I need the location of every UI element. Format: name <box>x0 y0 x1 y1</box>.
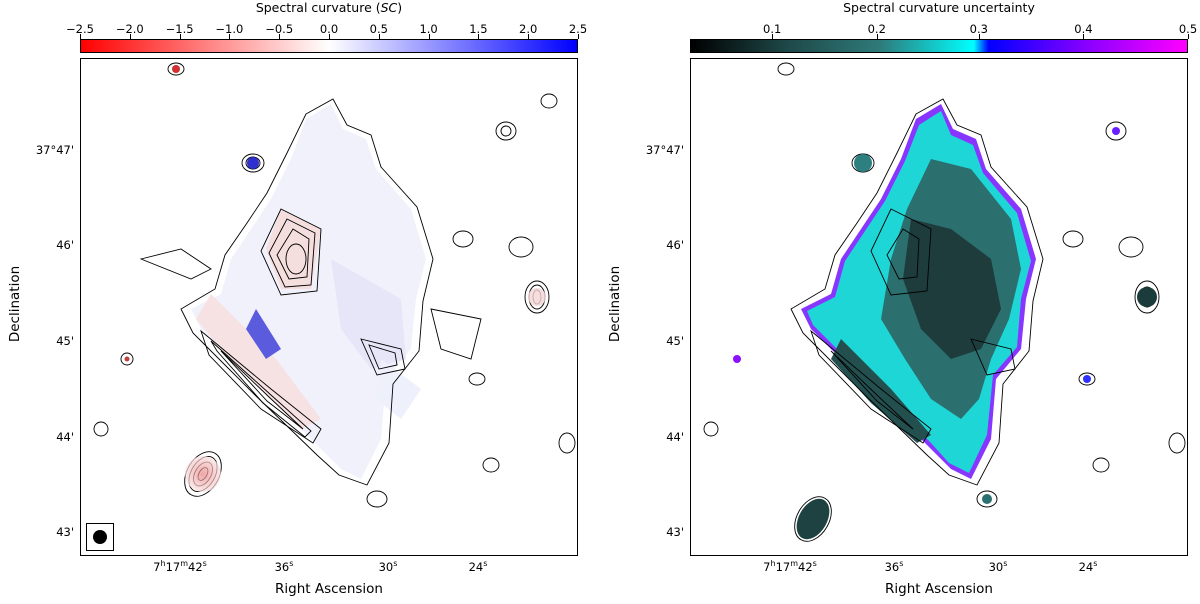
y-tick-label: 46' <box>666 238 684 252</box>
y-tick-label: 43' <box>666 525 684 539</box>
colorbar-tick-mark <box>578 34 579 39</box>
beam-ellipse <box>93 530 107 544</box>
x-tick-label: 36s <box>884 559 904 574</box>
y-tick-label: 44' <box>56 430 74 444</box>
map-frame <box>80 58 578 556</box>
colorbar-tick-label: 0.2 <box>867 22 886 36</box>
colorbar-tick-label: 2.0 <box>519 22 538 36</box>
colorbar-tick-mark <box>80 34 81 39</box>
colorbar-tick-mark <box>978 34 980 39</box>
colorbar <box>80 39 578 53</box>
beam-marker <box>86 523 114 551</box>
left-panel-spectral-curvature: Spectral curvature (SC) −2.5 −2.0 −1.5 −1.0… <box>7 0 588 597</box>
x-tick-label: 36s <box>274 559 294 574</box>
colorbar-tick-label: 0.0 <box>319 22 339 36</box>
colorbar-tick-mark <box>528 34 530 39</box>
colorbar-tick-mark <box>772 34 774 39</box>
y-tick-label: 46' <box>56 238 74 252</box>
y-tick-label: 45' <box>56 334 74 348</box>
colorbar-tick-mark <box>279 34 281 39</box>
uncertainty-map <box>703 62 1186 542</box>
x-tick-label: 24s <box>468 559 488 574</box>
colorbar-tick-label: −0.5 <box>265 22 294 36</box>
colorbar-tick-label: 1.0 <box>419 22 438 36</box>
y-tick-label: 43' <box>56 525 74 539</box>
colorbar-tick-label: −2.0 <box>115 22 144 36</box>
colorbar-tick-mark <box>478 34 480 39</box>
colorbar-tick-mark <box>329 34 330 39</box>
colorbar-title: Spectral curvature (SC) <box>255 0 403 15</box>
y-tick-label: 44' <box>666 430 684 444</box>
x-axis-title: Right Ascension <box>885 581 993 597</box>
x-tick-label: 7h17m42s <box>153 559 207 574</box>
colorbar-tick-label: −2.5 <box>66 22 94 36</box>
colorbar-tick-label: −1.0 <box>215 22 244 36</box>
colorbar-tick-mark <box>229 34 231 39</box>
colorbar-tick-label: 0.5 <box>1178 22 1198 36</box>
colorbar-tick-mark <box>129 34 131 39</box>
x-tick-label: 24s <box>1078 559 1098 574</box>
map-frame <box>690 58 1188 556</box>
colorbar-tick-label: −1.5 <box>165 22 194 36</box>
y-tick-label: 37°47' <box>645 143 684 157</box>
colorbar-tick-label: 2.5 <box>568 22 588 36</box>
x-tick-label: 30s <box>988 559 1008 574</box>
x-tick-label: 30s <box>378 559 398 574</box>
y-axis-title: Declination <box>607 265 623 343</box>
colorbar-tick-label: 0.4 <box>1074 22 1093 36</box>
x-tick-label: 7h17m42s <box>763 559 817 574</box>
colorbar-tick-label: 0.5 <box>369 22 388 36</box>
y-axis-title: Declination <box>7 265 23 343</box>
y-tick-label: 37°47' <box>35 143 74 157</box>
colorbar-tick-label: 0.1 <box>763 22 782 36</box>
colorbar-tick-label: 0.3 <box>969 22 988 36</box>
colorbar-tick-mark <box>179 34 181 39</box>
colorbar <box>690 39 1188 53</box>
curvature-map <box>93 62 576 508</box>
y-tick-label: 45' <box>666 334 684 348</box>
right-panel-uncertainty: Spectral curvature uncertainty 0.1 0.2 0.3… <box>600 0 1200 604</box>
colorbar-tick-mark <box>876 34 878 39</box>
colorbar-tick-mark <box>1188 34 1189 39</box>
colorbar-tick-label: 1.5 <box>469 22 488 36</box>
colorbar-tick-mark <box>1083 34 1085 39</box>
colorbar-title: Spectral curvature uncertainty <box>843 0 1035 15</box>
colorbar-tick-mark <box>428 34 430 39</box>
x-axis-title: Right Ascension <box>275 581 383 597</box>
colorbar-tick-mark <box>378 34 380 39</box>
